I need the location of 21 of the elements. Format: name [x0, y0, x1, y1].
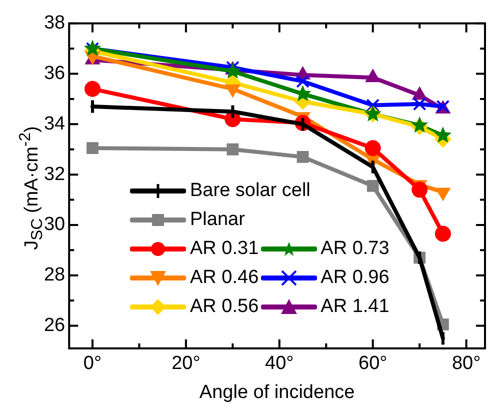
x-axis-title: Angle of incidence: [199, 382, 355, 403]
x-tick-label: 40°: [265, 353, 294, 374]
legend-label: AR 0.96: [320, 266, 390, 288]
legend-label: AR 0.31: [190, 238, 259, 260]
legend-label: AR 0.56: [190, 296, 259, 318]
legend-label: Bare solar cell: [190, 180, 310, 202]
legend-label: AR 0.73: [320, 238, 390, 260]
legend-label: AR 0.46: [190, 266, 259, 288]
y-tick-label: 38: [44, 12, 66, 34]
x-tick-label: 20°: [172, 353, 200, 374]
y-tick-label: 34: [44, 113, 66, 134]
x-tick-label: 0°: [83, 353, 102, 374]
y-tick-label: 36: [44, 63, 66, 84]
x-tick-label: 80°: [452, 353, 481, 374]
legend-label: Planar: [190, 208, 245, 230]
y-tick-label: 32: [44, 164, 66, 185]
y-tick-label: 30: [44, 214, 66, 236]
y-tick-label: 28: [44, 264, 66, 286]
x-tick-label: 60°: [358, 353, 388, 374]
legend-label: AR 1.41: [320, 296, 390, 318]
y-tick-label: 26: [44, 314, 66, 336]
